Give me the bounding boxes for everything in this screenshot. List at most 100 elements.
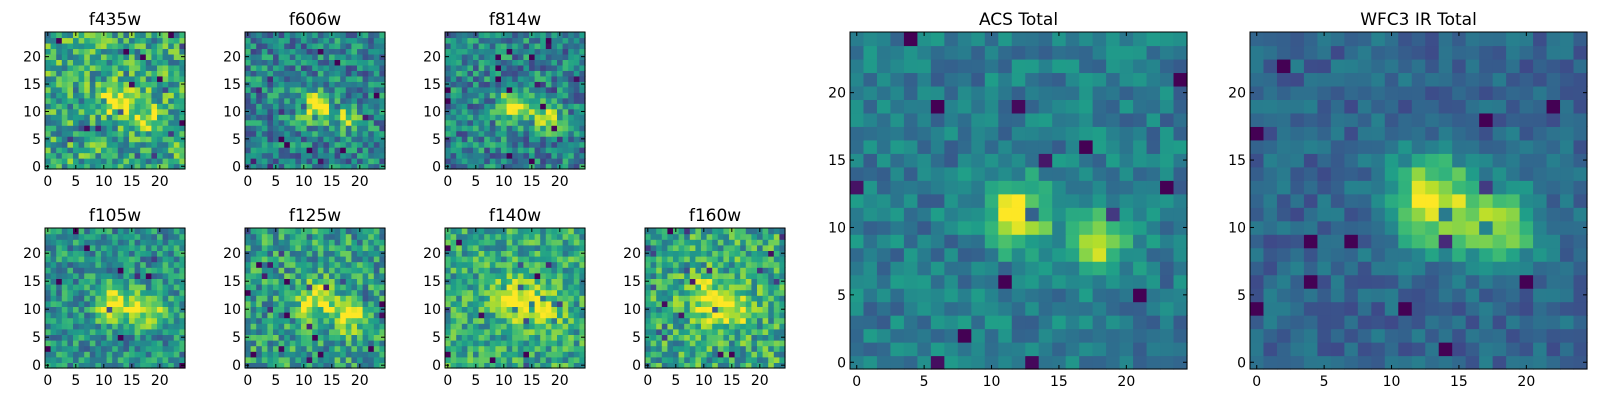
heatmap-cell — [84, 261, 91, 268]
heatmap-cell — [1079, 355, 1094, 370]
heatmap-cell — [323, 70, 330, 77]
heatmap-cell — [273, 86, 280, 93]
heatmap-cell — [123, 284, 130, 291]
heatmap-cell — [534, 323, 541, 330]
heatmap-cell — [145, 312, 152, 319]
heatmap-cell — [661, 267, 668, 274]
heatmap-cell — [723, 300, 730, 307]
heatmap-cell — [473, 300, 480, 307]
heatmap-cell — [1079, 315, 1094, 330]
heatmap-cell — [278, 239, 285, 246]
heatmap-cell — [495, 97, 502, 104]
heatmap-cell — [773, 356, 780, 363]
heatmap-cell — [151, 86, 158, 93]
heatmap-cell — [362, 48, 369, 55]
heatmap-cell — [557, 323, 564, 330]
heatmap-cell — [162, 59, 169, 66]
heatmap-cell — [362, 86, 369, 93]
heatmap-cell — [162, 328, 169, 335]
heatmap-cell — [573, 289, 580, 296]
heatmap-cell — [345, 81, 352, 88]
heatmap-cell — [489, 125, 496, 132]
heatmap-cell — [140, 261, 147, 268]
heatmap-cell — [140, 125, 147, 132]
heatmap-cell — [95, 75, 102, 82]
heatmap-cell — [368, 362, 375, 369]
heatmap-cell — [117, 141, 124, 148]
heatmap-cell — [289, 289, 296, 296]
heatmap-cell — [250, 152, 257, 159]
heatmap-cell — [740, 256, 747, 263]
heatmap-cell — [557, 340, 564, 347]
heatmap-cell — [323, 92, 330, 99]
heatmap-cell — [101, 147, 108, 154]
heatmap-cell — [61, 59, 68, 66]
heatmap-cell — [998, 207, 1013, 222]
heatmap-cell — [157, 97, 164, 104]
heatmap-cell — [729, 289, 736, 296]
heatmap-cell — [134, 228, 141, 235]
heatmap-cell — [261, 103, 268, 110]
heatmap-cell — [312, 317, 319, 324]
heatmap-cell — [295, 92, 302, 99]
heatmap-cell — [151, 125, 158, 132]
heatmap-cell — [362, 250, 369, 257]
heatmap-cell — [67, 53, 74, 60]
heatmap-cell — [179, 70, 186, 77]
heatmap-cell — [134, 295, 141, 302]
heatmap-cell — [73, 306, 80, 313]
heatmap-cell — [523, 32, 530, 39]
y-tick-label: 20 — [423, 50, 441, 66]
heatmap-cell — [734, 312, 741, 319]
heatmap-cell — [273, 158, 280, 165]
heatmap-cell — [357, 64, 364, 71]
heatmap-cell — [501, 278, 508, 285]
heatmap-cell — [151, 32, 158, 39]
heatmap-cell — [123, 345, 130, 352]
heatmap-cell — [689, 244, 696, 251]
heatmap-cell — [540, 295, 547, 302]
heatmap-cell — [1025, 342, 1040, 357]
heatmap-cell — [301, 136, 308, 143]
heatmap-cell — [112, 300, 119, 307]
heatmap-cell — [740, 328, 747, 335]
heatmap-cell — [373, 334, 380, 341]
heatmap-cell — [745, 239, 752, 246]
heatmap-cell — [650, 362, 657, 369]
heatmap-cell — [306, 64, 313, 71]
heatmap-cell — [445, 356, 452, 363]
heatmap-cell — [306, 86, 313, 93]
heatmap-cell — [689, 261, 696, 268]
heatmap-cell — [478, 42, 485, 50]
heatmap-cell — [495, 272, 502, 279]
heatmap-cell — [534, 345, 541, 352]
heatmap-cell — [540, 334, 547, 341]
heatmap-cell — [562, 306, 569, 313]
heatmap-cell — [779, 244, 786, 251]
heatmap-cell — [1160, 193, 1175, 208]
heatmap-cell — [101, 64, 108, 71]
heatmap-cell — [529, 261, 536, 268]
heatmap-cell — [484, 59, 491, 66]
heatmap-cell — [512, 272, 519, 279]
heatmap-cell — [512, 114, 519, 121]
heatmap-cell — [84, 92, 91, 99]
heatmap-cell — [295, 295, 302, 302]
heatmap-cell — [117, 81, 124, 88]
heatmap-cell — [734, 261, 741, 268]
heatmap-cell — [329, 48, 336, 55]
heatmap-cell — [495, 163, 502, 170]
heatmap-cell — [368, 312, 375, 319]
heatmap-cell — [84, 284, 91, 291]
heatmap-cell — [261, 48, 268, 55]
heatmap-cell — [545, 114, 552, 121]
heatmap-cell — [489, 334, 496, 341]
heatmap-cell — [67, 59, 74, 66]
heatmap-cell — [573, 323, 580, 330]
heatmap-cell — [650, 356, 657, 363]
heatmap-cell — [278, 114, 285, 121]
heatmap-cell — [1052, 328, 1067, 343]
heatmap-cell — [579, 75, 586, 82]
heatmap-cell — [689, 289, 696, 296]
heatmap-cell — [484, 141, 491, 148]
